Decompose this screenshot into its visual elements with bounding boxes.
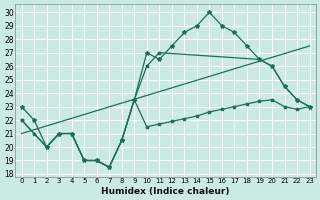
X-axis label: Humidex (Indice chaleur): Humidex (Indice chaleur) xyxy=(101,187,230,196)
